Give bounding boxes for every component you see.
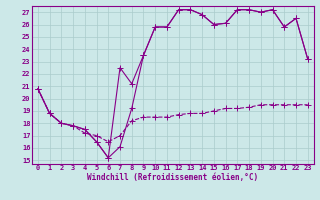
X-axis label: Windchill (Refroidissement éolien,°C): Windchill (Refroidissement éolien,°C) xyxy=(87,173,258,182)
